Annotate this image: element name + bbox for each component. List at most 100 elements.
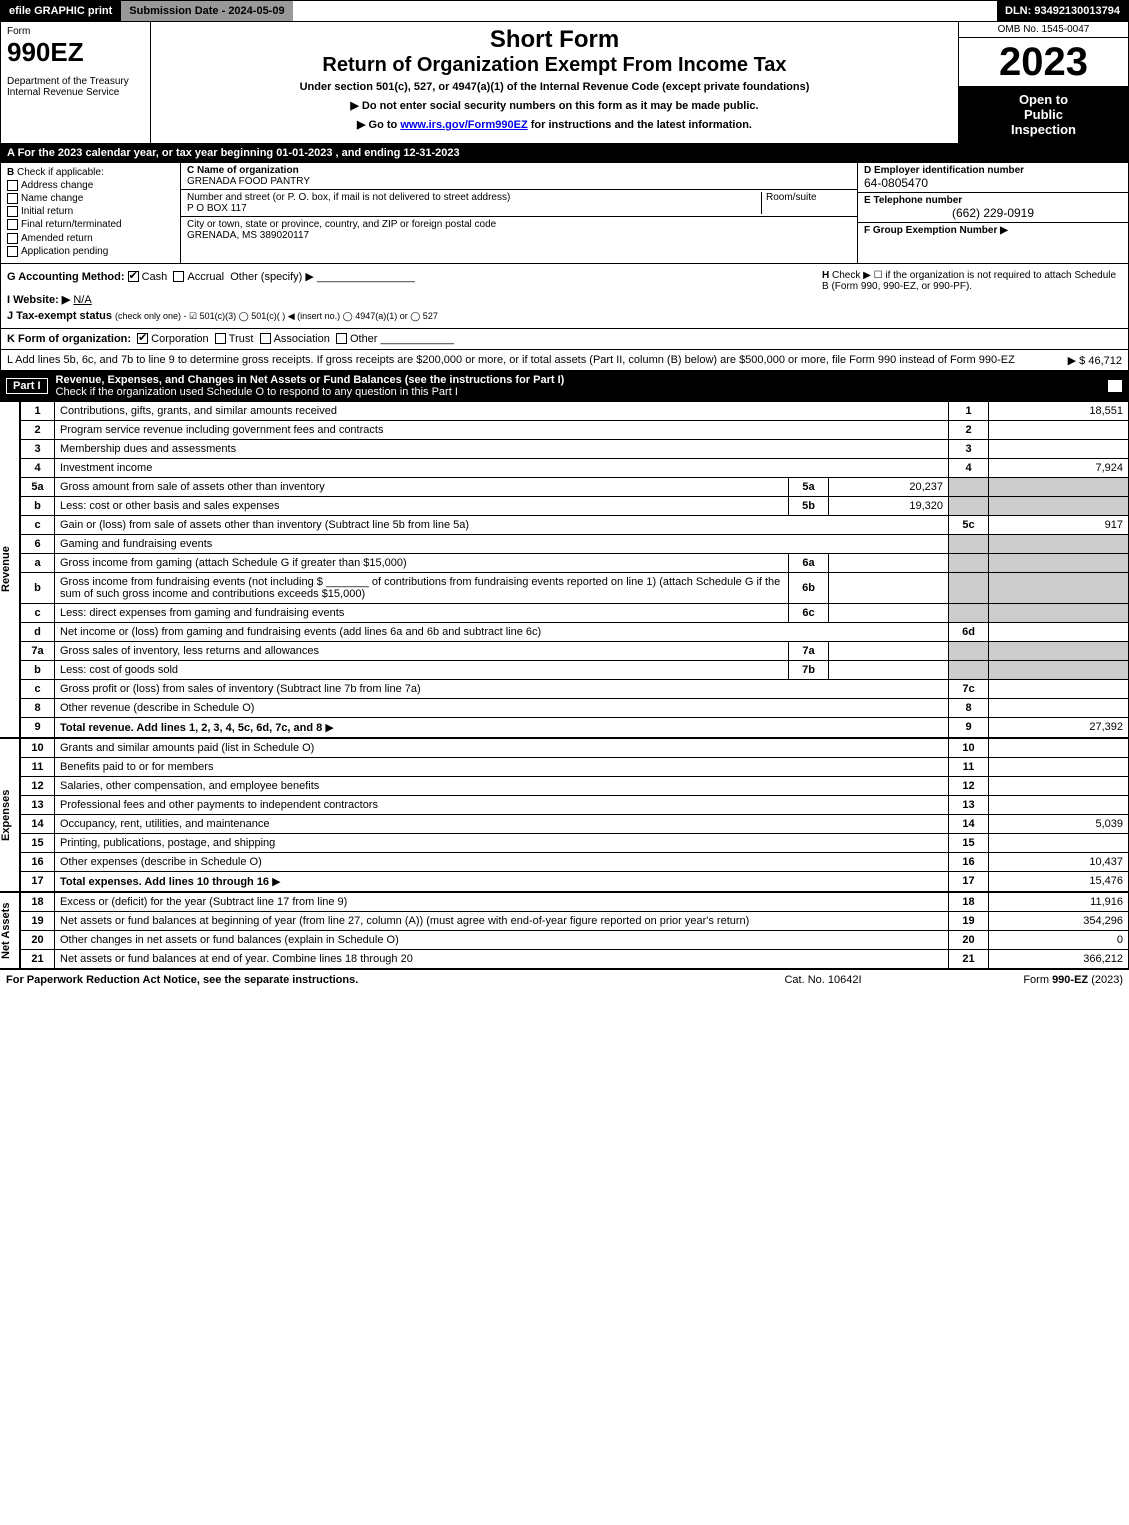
col-def: D Employer identification number 64-0805… bbox=[858, 163, 1128, 263]
line-8-desc: Other revenue (describe in Schedule O) bbox=[60, 702, 254, 714]
g-label: G Accounting Method: bbox=[7, 271, 125, 283]
line-18: 18Excess or (deficit) for the year (Subt… bbox=[21, 892, 1129, 911]
checkbox-icon[interactable] bbox=[7, 246, 18, 257]
part1-title: Revenue, Expenses, and Changes in Net As… bbox=[56, 374, 1107, 398]
netassets-sidelabel: Net Assets bbox=[0, 892, 20, 969]
line-13: 13Professional fees and other payments t… bbox=[21, 795, 1129, 814]
line-5c: cGain or (loss) from sale of assets othe… bbox=[21, 515, 1129, 534]
return-title: Return of Organization Exempt From Incom… bbox=[155, 54, 954, 77]
website-value: N/A bbox=[73, 294, 91, 306]
line-21: 21Net assets or fund balances at end of … bbox=[21, 949, 1129, 968]
k-assoc: Association bbox=[274, 333, 330, 345]
checkbox-icon[interactable] bbox=[336, 333, 347, 344]
line-6d: dNet income or (loss) from gaming and fu… bbox=[21, 622, 1129, 641]
checkbox-icon[interactable] bbox=[128, 271, 139, 282]
k-trust: Trust bbox=[229, 333, 254, 345]
line-6d-desc: Net income or (loss) from gaming and fun… bbox=[60, 626, 541, 638]
street-box: Number and street (or P. O. box, if mail… bbox=[181, 190, 857, 217]
part1-header: Part I Revenue, Expenses, and Changes in… bbox=[0, 371, 1129, 401]
line-15: 15Printing, publications, postage, and s… bbox=[21, 833, 1129, 852]
checkbox-icon[interactable] bbox=[215, 333, 226, 344]
k-label: K Form of organization: bbox=[7, 333, 131, 345]
checkbox-icon[interactable] bbox=[7, 193, 18, 204]
chk-address[interactable]: Address change bbox=[7, 180, 174, 191]
line-17: 17Total expenses. Add lines 10 through 1… bbox=[21, 871, 1129, 891]
part1-num: Part I bbox=[6, 378, 48, 394]
checkbox-icon[interactable] bbox=[260, 333, 271, 344]
irs-link[interactable]: www.irs.gov/Form990EZ bbox=[400, 119, 527, 131]
street-value: P O BOX 117 bbox=[187, 203, 761, 214]
checkbox-icon[interactable] bbox=[7, 219, 18, 230]
checkbox-icon[interactable] bbox=[7, 180, 18, 191]
goto-post: for instructions and the latest informat… bbox=[528, 119, 752, 131]
line-16: 16Other expenses (describe in Schedule O… bbox=[21, 852, 1129, 871]
chk-final[interactable]: Final return/terminated bbox=[7, 219, 174, 230]
room-label: Room/suite bbox=[761, 192, 851, 214]
chk-name-label: Name change bbox=[21, 193, 83, 204]
page-footer: For Paperwork Reduction Act Notice, see … bbox=[0, 969, 1129, 990]
chk-name[interactable]: Name change bbox=[7, 193, 174, 204]
row-k: K Form of organization: Corporation Trus… bbox=[0, 329, 1129, 350]
omb-number: OMB No. 1545-0047 bbox=[959, 22, 1128, 38]
chk-amended[interactable]: Amended return bbox=[7, 233, 174, 244]
chk-amended-label: Amended return bbox=[21, 233, 93, 244]
org-name-box: C Name of organization GRENADA FOOD PANT… bbox=[181, 163, 857, 190]
e-label: E Telephone number bbox=[864, 195, 1122, 206]
tax-year: 2023 bbox=[959, 38, 1128, 86]
gh-left: G Accounting Method: Cash Accrual Other … bbox=[7, 270, 822, 322]
line-6c: cLess: direct expenses from gaming and f… bbox=[21, 603, 1129, 622]
h-label: H bbox=[822, 270, 829, 281]
phone-value: (662) 229-0919 bbox=[864, 206, 1122, 220]
checkbox-icon[interactable] bbox=[173, 271, 184, 282]
line-6-desc: Gaming and fundraising events bbox=[60, 538, 212, 550]
footer-right-post: (2023) bbox=[1088, 974, 1123, 986]
line-1-desc: Contributions, gifts, grants, and simila… bbox=[60, 405, 337, 417]
h-text: Check ▶ ☐ if the organization is not req… bbox=[822, 270, 1116, 292]
chk-final-label: Final return/terminated bbox=[21, 220, 122, 231]
footer-right: Form 990-EZ (2023) bbox=[923, 974, 1123, 986]
line-11: 11Benefits paid to or for members11 bbox=[21, 757, 1129, 776]
col-c: C Name of organization GRENADA FOOD PANT… bbox=[181, 163, 858, 263]
line-11-desc: Benefits paid to or for members bbox=[60, 761, 213, 773]
i-label: I Website: ▶ bbox=[7, 294, 70, 306]
g-row: G Accounting Method: Cash Accrual Other … bbox=[7, 270, 822, 283]
expenses-section: Expenses 10Grants and similar amounts pa… bbox=[0, 738, 1129, 892]
city-label: City or town, state or province, country… bbox=[187, 219, 851, 230]
goto-pre: ▶ Go to bbox=[357, 119, 400, 131]
expenses-table: 10Grants and similar amounts paid (list … bbox=[20, 738, 1129, 892]
header-left: Form 990EZ Department of the Treasury In… bbox=[1, 22, 151, 143]
b-checkif: Check if applicable: bbox=[17, 167, 104, 178]
efile-label[interactable]: efile GRAPHIC print bbox=[1, 1, 120, 21]
section-bcdef: B Check if applicable: Address change Na… bbox=[0, 163, 1129, 264]
row-gh: G Accounting Method: Cash Accrual Other … bbox=[0, 264, 1129, 329]
header-right: OMB No. 1545-0047 2023 Open to Public In… bbox=[958, 22, 1128, 143]
part1-checkbox[interactable]: ✔ bbox=[1107, 379, 1123, 393]
chk-initial[interactable]: Initial return bbox=[7, 206, 174, 217]
line-5b-desc: Less: cost or other basis and sales expe… bbox=[60, 500, 280, 512]
dept-label: Department of the Treasury bbox=[7, 76, 144, 87]
checkbox-icon[interactable] bbox=[7, 206, 18, 217]
line-2: 2Program service revenue including gover… bbox=[21, 420, 1129, 439]
line-3-desc: Membership dues and assessments bbox=[60, 443, 236, 455]
line-5a: 5aGross amount from sale of assets other… bbox=[21, 477, 1129, 496]
ein-value: 64-0805470 bbox=[864, 176, 1122, 190]
chk-pending[interactable]: Application pending bbox=[7, 246, 174, 257]
line-5c-desc: Gain or (loss) from sale of assets other… bbox=[60, 519, 469, 531]
revenue-sidelabel: Revenue bbox=[0, 401, 20, 738]
top-bar: efile GRAPHIC print Submission Date - 20… bbox=[0, 0, 1129, 22]
footer-right-bold: 990-EZ bbox=[1052, 974, 1088, 986]
b-label: B bbox=[7, 167, 14, 178]
city-box: City or town, state or province, country… bbox=[181, 217, 857, 243]
dln-label: DLN: 93492130013794 bbox=[997, 1, 1128, 21]
line-10: 10Grants and similar amounts paid (list … bbox=[21, 738, 1129, 757]
line-20: 20Other changes in net assets or fund ba… bbox=[21, 930, 1129, 949]
city-value: GRENADA, MS 389020117 bbox=[187, 230, 851, 241]
org-name: GRENADA FOOD PANTRY bbox=[187, 176, 851, 187]
line-7b-desc: Less: cost of goods sold bbox=[60, 664, 178, 676]
checkbox-icon[interactable] bbox=[137, 333, 148, 344]
line-21-desc: Net assets or fund balances at end of ye… bbox=[60, 953, 413, 965]
inspect-line1: Open to bbox=[963, 92, 1124, 107]
checkbox-icon[interactable] bbox=[7, 233, 18, 244]
revenue-table: 1Contributions, gifts, grants, and simil… bbox=[20, 401, 1129, 738]
chk-address-label: Address change bbox=[21, 180, 93, 191]
